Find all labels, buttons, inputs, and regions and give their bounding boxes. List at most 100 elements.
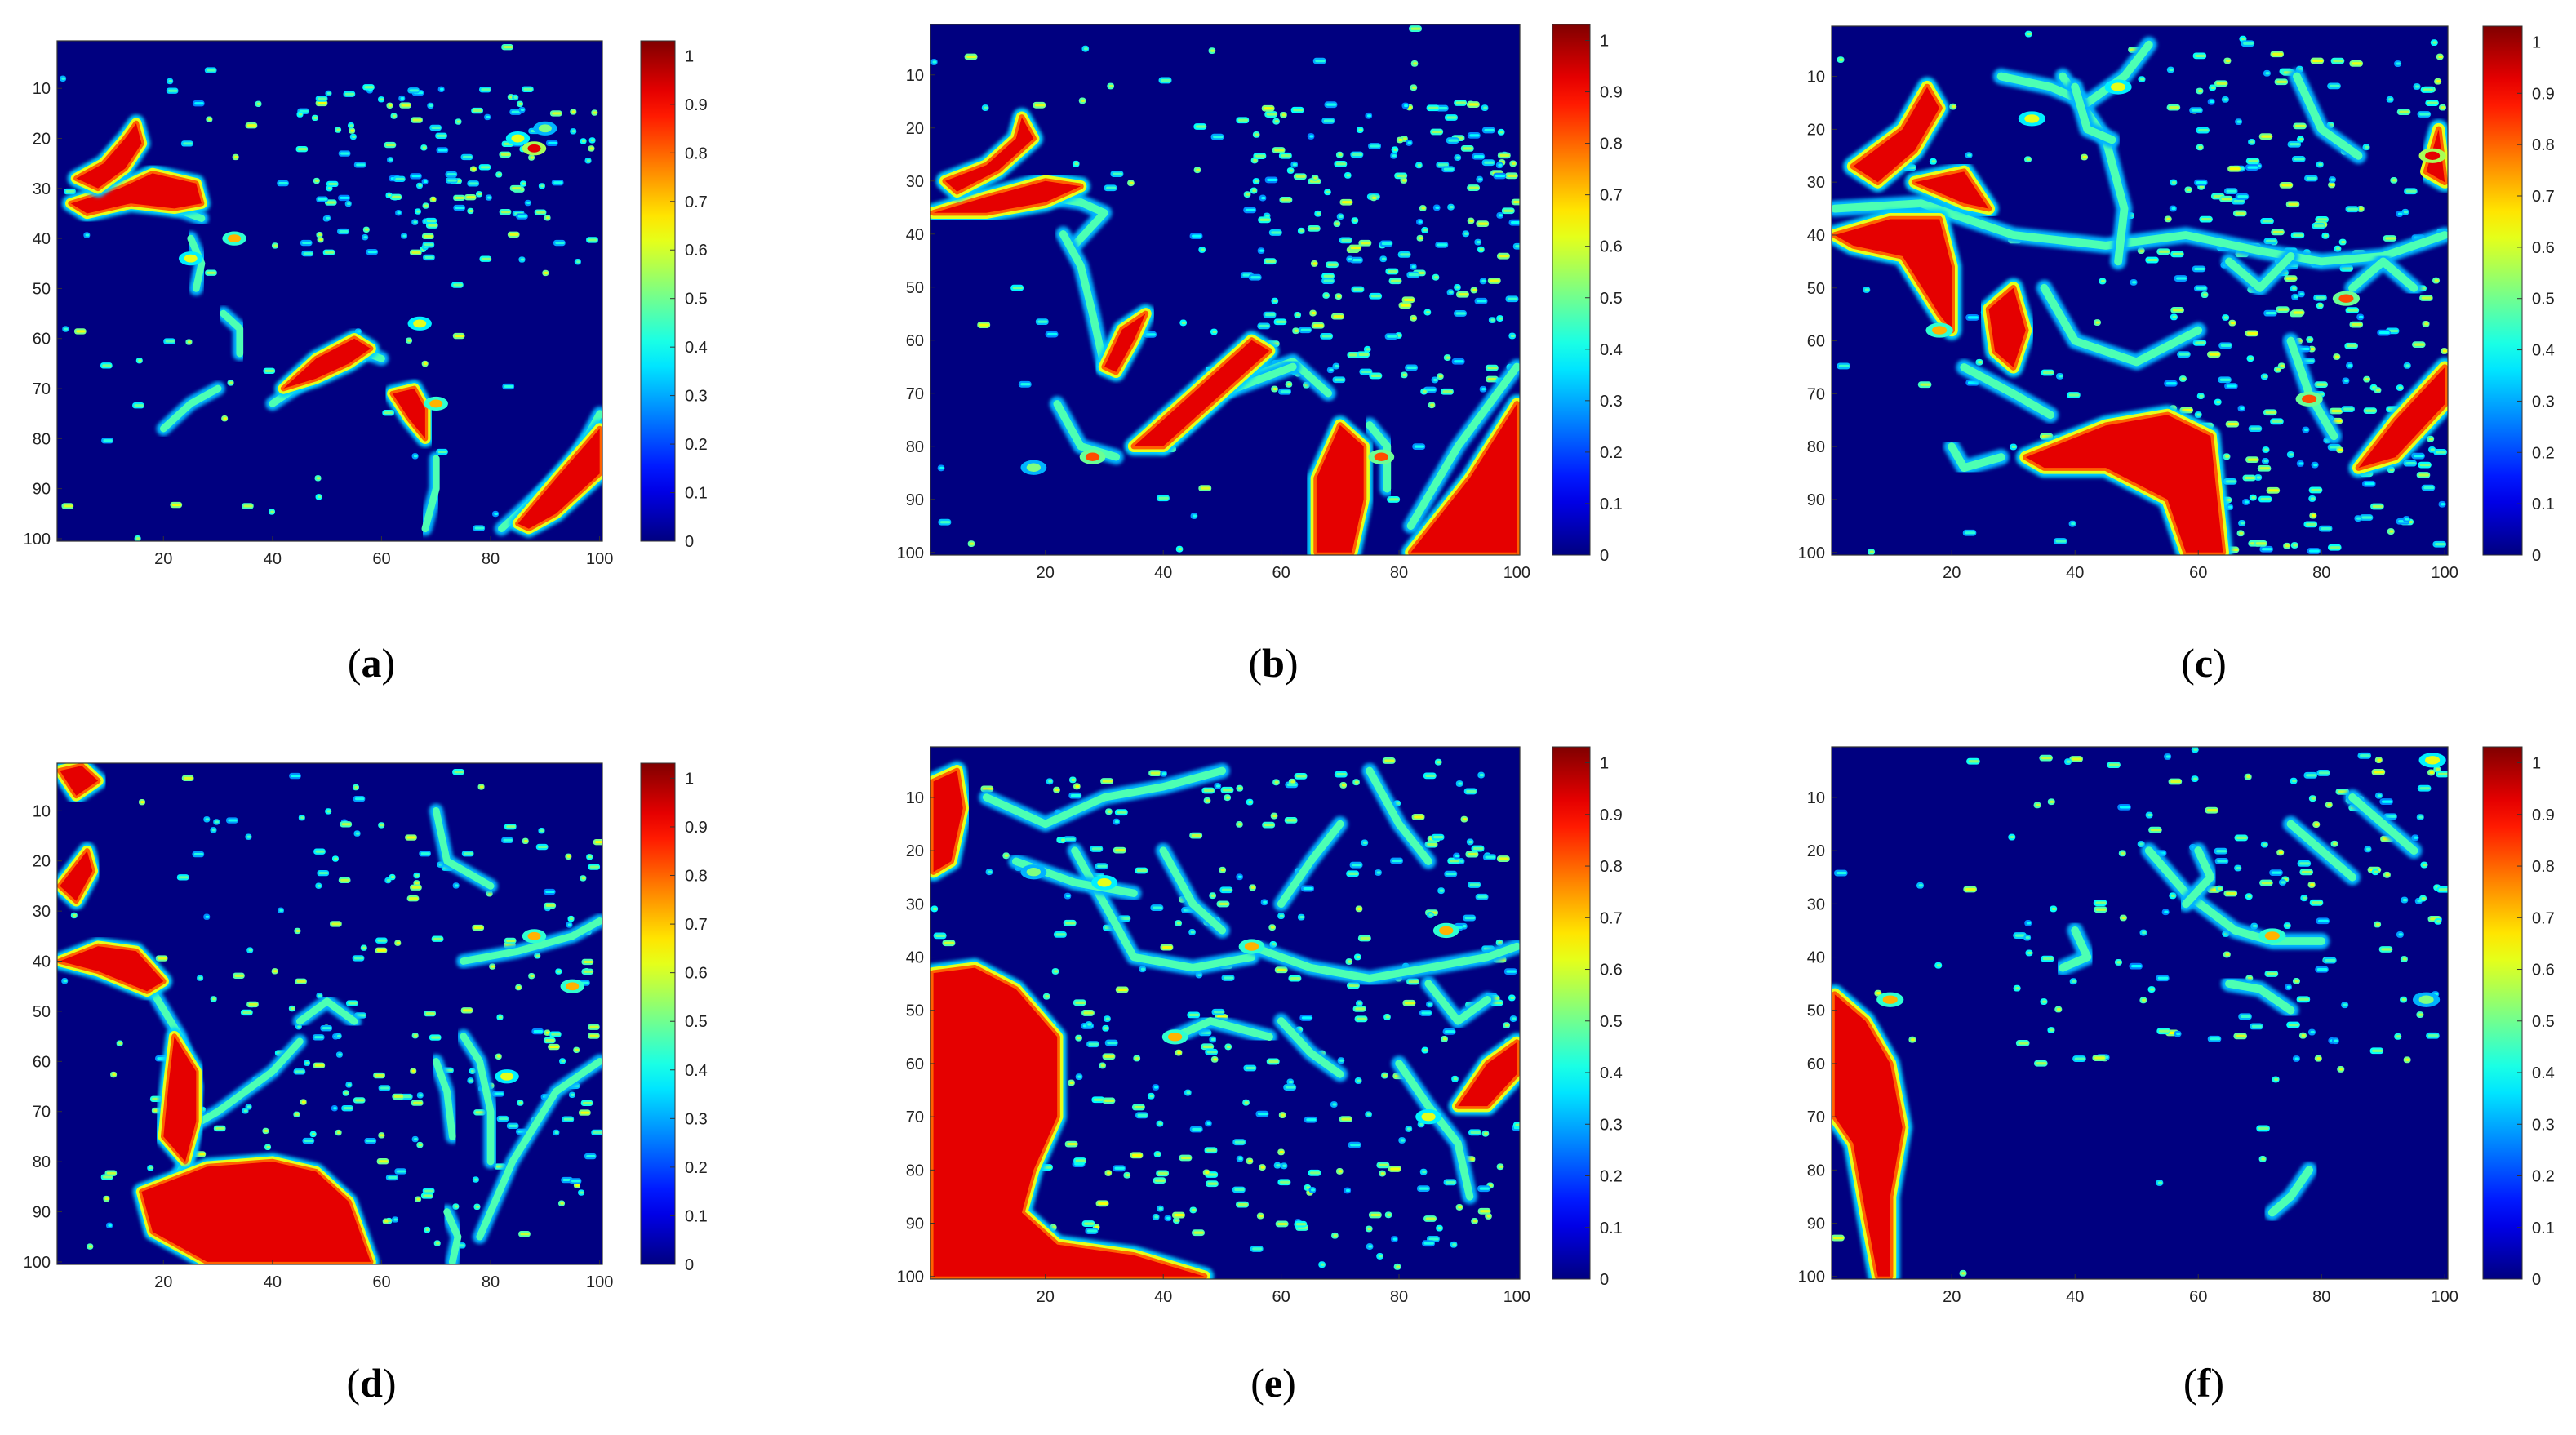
speckle-core <box>536 211 546 214</box>
speckle-core <box>2330 546 2341 549</box>
speckle-core <box>1206 799 1210 802</box>
speckle-core <box>2221 198 2232 201</box>
speckle-core <box>1332 1103 1337 1106</box>
speckle-core <box>498 1117 509 1121</box>
y-tick-label: 30 <box>906 895 924 913</box>
y-tick-label: 60 <box>1807 333 1825 351</box>
speckle-core <box>1408 273 1419 277</box>
ridge-core <box>432 806 495 890</box>
speckle-core <box>1503 209 1514 212</box>
speckle-core <box>118 1042 122 1045</box>
speckle-core <box>1070 794 1081 797</box>
caption-a: (a) <box>347 640 396 686</box>
speckle-core <box>1413 62 1418 65</box>
speckle-core <box>1487 367 1498 370</box>
speckle-core <box>535 954 540 957</box>
speckle-core <box>2241 38 2246 41</box>
speckle-core <box>2385 815 2396 818</box>
speckle-core <box>2236 836 2248 840</box>
speckle-core <box>2268 489 2280 492</box>
speckle-core <box>2251 495 2256 500</box>
region-core <box>517 429 600 529</box>
speckle-core <box>1832 1236 1844 1240</box>
speckle-core <box>183 142 193 145</box>
y-tick-label: 60 <box>1807 1055 1825 1073</box>
speckle-core <box>356 163 366 167</box>
speckle-core <box>1485 855 1495 859</box>
speckle-core <box>1499 153 1510 157</box>
ridge-core <box>2225 980 2295 1015</box>
colorbar-d: 0 0.1 0.2 0.3 0.4 0.5 0.6 0.7 0.8 0.9 1 <box>640 762 708 1274</box>
speckle-core <box>393 1218 398 1221</box>
speckle-core <box>1280 390 1290 393</box>
speckle-core <box>509 233 519 236</box>
speckle-core <box>1087 1023 1092 1026</box>
y-tick-label: 50 <box>33 1003 51 1021</box>
speckle-core <box>2226 189 2237 193</box>
speckle-core <box>396 941 401 944</box>
speckle-core <box>571 1180 581 1183</box>
speckle-core <box>1393 148 1398 151</box>
speckle-core <box>1392 154 1397 158</box>
speckle-core <box>355 832 360 835</box>
speckle-core <box>1257 1112 1268 1116</box>
y-tick-label: 10 <box>1807 789 1825 807</box>
hot-spot <box>429 399 443 408</box>
caption-f: (f) <box>2183 1360 2224 1406</box>
speckle-core <box>1361 370 1372 374</box>
speckle-core <box>1433 378 1438 382</box>
speckle-core <box>1069 1081 1074 1085</box>
speckle-core <box>2419 787 2431 790</box>
speckle-core <box>1237 118 1249 122</box>
x-tick-label: 100 <box>586 550 613 568</box>
speckle-core <box>1054 970 1059 973</box>
speckle-core <box>334 857 338 860</box>
ridge-core <box>421 455 440 533</box>
speckle-core <box>1452 1243 1457 1246</box>
colorbar-tick-label: 0.3 <box>2532 393 2555 411</box>
speckle-core <box>425 1228 430 1232</box>
speckle-core <box>1210 1037 1215 1042</box>
speckle-core <box>1104 1099 1115 1103</box>
speckle-core <box>2421 296 2432 300</box>
speckle-core <box>1352 153 1363 157</box>
speckle-core <box>540 184 544 188</box>
speckle-core <box>1483 106 1488 109</box>
speckle-core <box>1336 772 1347 776</box>
x-tick-label: 40 <box>1154 564 1172 582</box>
speckle-core <box>1438 375 1443 378</box>
speckle-core <box>1341 1117 1352 1121</box>
speckle-core <box>2198 89 2203 93</box>
hot-spot <box>1932 326 1948 335</box>
x-tick-label: 60 <box>2189 564 2207 582</box>
speckle-core <box>1012 287 1024 290</box>
speckle-core <box>1326 190 1330 193</box>
hot-spot <box>500 1072 514 1081</box>
x-tick-label: 60 <box>372 1273 390 1291</box>
speckle-core <box>377 939 387 942</box>
speckle-core <box>491 965 495 968</box>
speckle-core <box>446 173 457 176</box>
y-tick-label: 60 <box>33 331 51 349</box>
speckle-core <box>134 404 144 407</box>
speckle-core <box>1335 378 1345 381</box>
speckle-core <box>1468 103 1479 106</box>
speckle-core <box>1250 276 1261 279</box>
speckle-core <box>2311 488 2322 492</box>
speckle-core <box>2051 907 2057 911</box>
speckle-core <box>2172 309 2183 312</box>
x-tick-label: 100 <box>2432 1288 2458 1306</box>
x-tick-label: 40 <box>264 550 282 568</box>
colorbar-tick-label: 0.5 <box>685 1013 708 1031</box>
speckle-core <box>2131 965 2142 968</box>
speckle-core <box>1468 852 1478 856</box>
speckle-core <box>2170 780 2182 784</box>
speckle-core <box>380 98 384 101</box>
speckle-core <box>555 242 565 245</box>
ridge-core <box>443 1208 462 1264</box>
speckle-core <box>2036 1062 2047 1065</box>
speckle-core <box>1311 311 1316 315</box>
speckle-core <box>513 96 518 99</box>
speckle-core <box>354 785 358 789</box>
y-tick-label: 50 <box>906 1002 924 1020</box>
